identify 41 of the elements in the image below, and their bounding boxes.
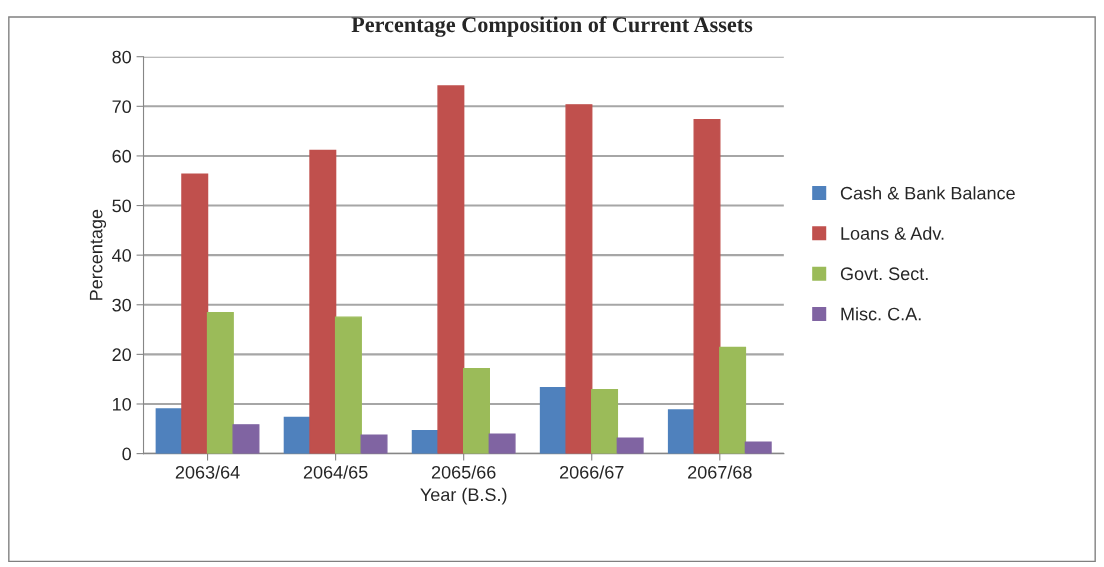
bar	[539, 386, 567, 454]
bar	[488, 433, 516, 454]
bar	[616, 437, 644, 454]
x-tick-label: 2063/64	[175, 465, 240, 479]
bar	[411, 430, 439, 454]
chart-title: Percentage Composition of Current Assets	[351, 16, 753, 37]
bar	[462, 368, 490, 454]
bar	[591, 388, 619, 454]
legend-label: Cash & Bank Balance	[840, 186, 1015, 200]
bar	[437, 85, 465, 454]
y-tick-label: 10	[113, 397, 132, 411]
y-tick-label: 40	[112, 249, 132, 262]
bar	[693, 119, 721, 454]
bar	[155, 408, 183, 454]
y-axis-title: Percentage	[89, 209, 107, 300]
x-tick-label: 2067/68	[688, 465, 752, 479]
bar	[744, 441, 772, 454]
bar	[360, 434, 388, 454]
bar	[309, 149, 337, 454]
bar	[206, 312, 234, 454]
y-tick-label: 60	[112, 149, 132, 163]
bar	[667, 409, 695, 454]
bar	[719, 346, 747, 454]
x-tick-label: 2066/67	[560, 465, 624, 479]
bar	[283, 416, 311, 454]
x-tick-label: 2064/65	[303, 465, 368, 479]
y-tick-label: 80	[112, 50, 132, 64]
legend-label: Loans & Adv.	[841, 226, 944, 240]
legend-label: Govt. Sect.	[840, 267, 928, 281]
y-tick-label: 70	[112, 100, 132, 114]
x-tick-label: 2065/66	[431, 465, 496, 479]
y-tick-label: 0	[122, 447, 132, 461]
bar	[181, 173, 209, 454]
y-tick-label: 30	[112, 298, 132, 312]
x-axis-title: Year (B.S.)	[420, 487, 507, 505]
y-tick-label: 50	[112, 199, 132, 213]
legend-label: Misc. C.A.	[841, 307, 921, 321]
bar	[232, 424, 260, 454]
y-tick-label: 20	[112, 348, 132, 362]
bar	[565, 104, 593, 454]
bar	[334, 316, 362, 454]
